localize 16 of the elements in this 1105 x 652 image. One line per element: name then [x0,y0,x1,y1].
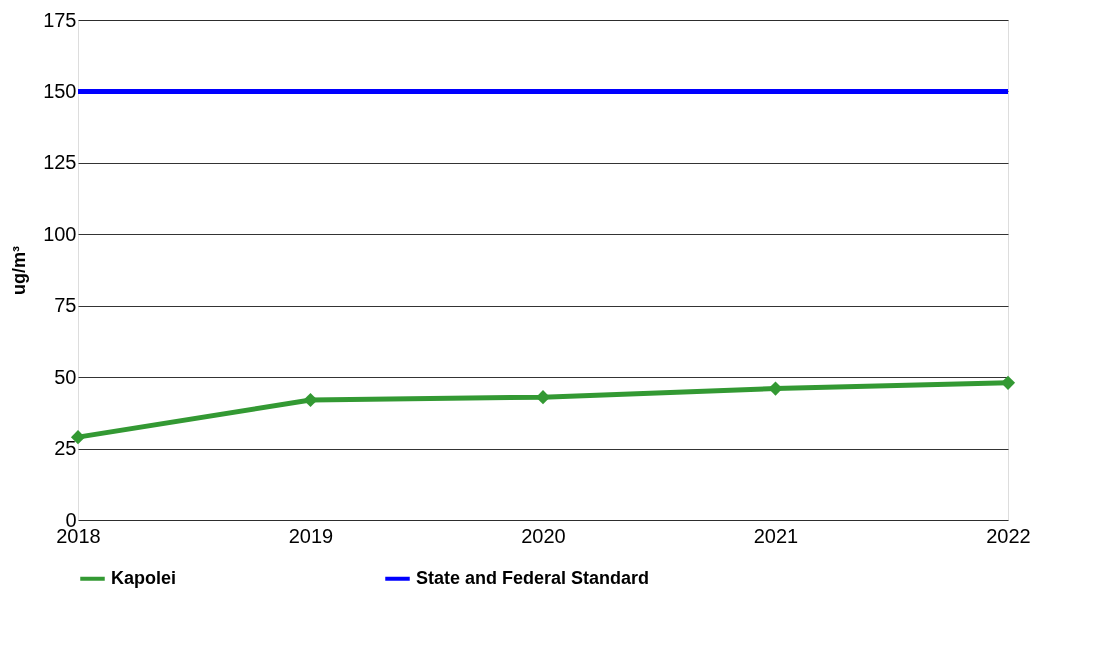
legend-label: Kapolei [111,567,177,588]
point [303,392,318,408]
y-tick-label: 125 [43,151,77,174]
x-tick-label: 2020 [521,524,566,547]
point [768,381,783,396]
legend-label: State and Federal Standard [416,567,650,588]
y-tick-label: 25 [54,437,77,460]
y-tick-label: 75 [54,294,77,317]
y-tick-label: 175 [43,8,77,31]
x-tick-label: 2021 [753,524,799,547]
y-axis-title: ug/m³ [9,246,30,295]
x-tick-label: 2022 [986,524,1031,547]
y-tick-label: 50 [54,365,77,388]
x-tick-label: 2019 [288,524,334,547]
y-tick-label: 100 [43,222,77,245]
y-tick-label: 150 [43,79,77,102]
